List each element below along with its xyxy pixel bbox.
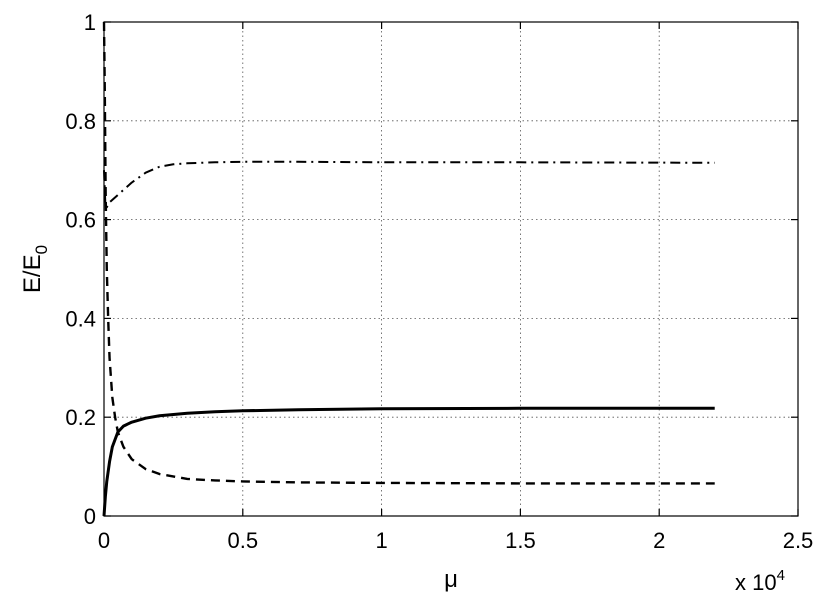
plot-area — [104, 22, 798, 516]
grid-lines — [104, 22, 798, 516]
series-line-dash-dot — [103, 160, 715, 209]
y-tick-label: 0.4 — [65, 306, 96, 331]
series-line-dashed — [102, 21, 715, 485]
x-multiplier-exponent: 4 — [777, 567, 785, 584]
plot-frame — [103, 21, 799, 517]
x-multiplier-label: x 104 — [735, 567, 785, 595]
y-axis-label: E/E0 — [19, 245, 51, 293]
x-tick-label: 2 — [653, 528, 665, 553]
x-tick-label: 0 — [98, 528, 110, 553]
y-axis-label-subscript: 0 — [32, 245, 51, 254]
x-multiplier-prefix: x 10 — [735, 570, 777, 595]
y-axis-label-main: E/E — [19, 254, 46, 293]
y-tick-label: 0.2 — [65, 405, 96, 430]
y-tick-label: 1 — [84, 10, 96, 35]
series-lines — [102, 21, 715, 517]
y-tick-label: 0.8 — [65, 109, 96, 134]
y-tick-label: 0.6 — [65, 208, 96, 233]
x-tick-label: 2.5 — [783, 528, 814, 553]
x-tick-label: 1.5 — [505, 528, 536, 553]
series-line-solid — [102, 406, 715, 517]
x-axis-label: μ — [444, 566, 458, 593]
axis-ticks — [103, 21, 799, 517]
tick-labels: 0 0.5 1 1.5 2 2.5 0 0.2 0.4 0.6 0.8 1 — [65, 10, 813, 553]
y-tick-label: 0 — [84, 504, 96, 529]
x-tick-label: 1 — [375, 528, 387, 553]
x-tick-label: 0.5 — [228, 528, 259, 553]
